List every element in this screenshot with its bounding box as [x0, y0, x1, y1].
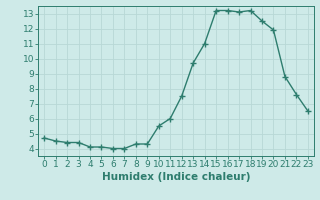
- X-axis label: Humidex (Indice chaleur): Humidex (Indice chaleur): [102, 172, 250, 182]
